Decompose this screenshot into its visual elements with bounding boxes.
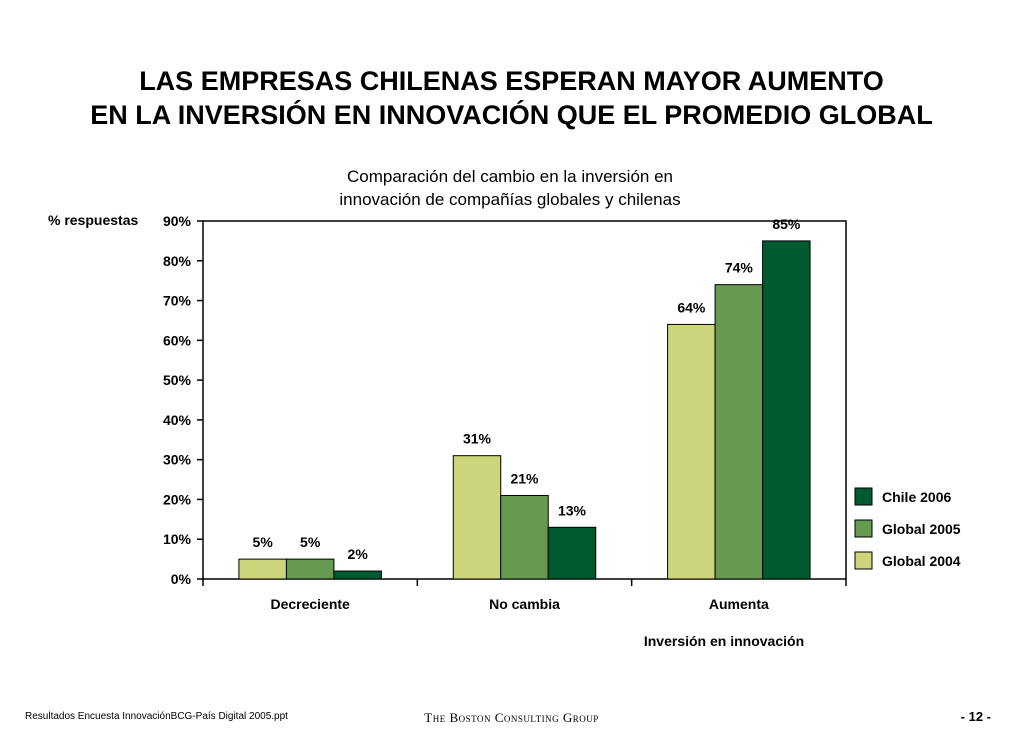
chart-title-line-2: innovación de compañías globales y chile… — [339, 190, 680, 209]
bar — [333, 570, 382, 580]
data-label: 5% — [300, 534, 321, 550]
y-tick-label: 80% — [163, 253, 192, 269]
y-tick-label: 60% — [163, 332, 192, 348]
page-title: LAS EMPRESAS CHILENAS ESPERAN MAYOR AUME… — [0, 64, 1023, 132]
legend-swatch — [854, 487, 873, 506]
x-tick-label: Decreciente — [270, 596, 350, 612]
legend-label: Chile 2006 — [882, 489, 951, 505]
legend-label: Global 2004 — [882, 553, 961, 569]
footer-company-logo: The Boston Consulting Group — [424, 710, 599, 725]
data-label: 2% — [348, 546, 369, 562]
y-tick-label: 70% — [163, 293, 192, 309]
chart-title-line-1: Comparación del cambio en la inversión e… — [347, 167, 673, 186]
bar — [762, 240, 811, 580]
bar — [238, 558, 287, 580]
bar — [500, 494, 549, 580]
bar — [285, 558, 335, 580]
legend-swatch — [854, 519, 873, 538]
page-title-line-2: EN LA INVERSIÓN EN INNOVACIÓN QUE EL PRO… — [90, 100, 933, 130]
data-label: 21% — [510, 470, 539, 486]
y-axis-label: % respuestas — [48, 212, 138, 228]
data-label: 13% — [558, 502, 587, 518]
page-title-line-1: LAS EMPRESAS CHILENAS ESPERAN MAYOR AUME… — [139, 66, 884, 96]
legend-label: Global 2005 — [882, 521, 961, 537]
data-label: 5% — [253, 534, 274, 550]
y-tick-label: 10% — [163, 531, 192, 547]
footer-filename: Resultados Encuesta InnovaciónBCG-País D… — [25, 711, 288, 722]
x-tick-label: Aumenta — [709, 596, 769, 612]
y-tick-label: 90% — [163, 213, 192, 229]
x-tick-label: No cambia — [489, 596, 560, 612]
y-tick-label: 40% — [163, 412, 192, 428]
y-tick-label: 30% — [163, 452, 192, 468]
data-label: 85% — [772, 216, 801, 232]
footer-page-number: - 12 - — [960, 709, 991, 724]
data-label: 64% — [677, 299, 706, 315]
y-tick-label: 50% — [163, 372, 192, 388]
bar — [452, 455, 502, 580]
x-axis-label: Inversión en innovación — [644, 633, 804, 649]
bar — [547, 526, 597, 580]
bar — [667, 323, 716, 580]
bar — [714, 284, 764, 580]
y-tick-label: 0% — [171, 571, 192, 587]
legend-swatch — [854, 551, 873, 570]
data-label: 31% — [463, 431, 492, 447]
y-tick-label: 20% — [163, 491, 192, 507]
data-label: 74% — [725, 260, 754, 276]
